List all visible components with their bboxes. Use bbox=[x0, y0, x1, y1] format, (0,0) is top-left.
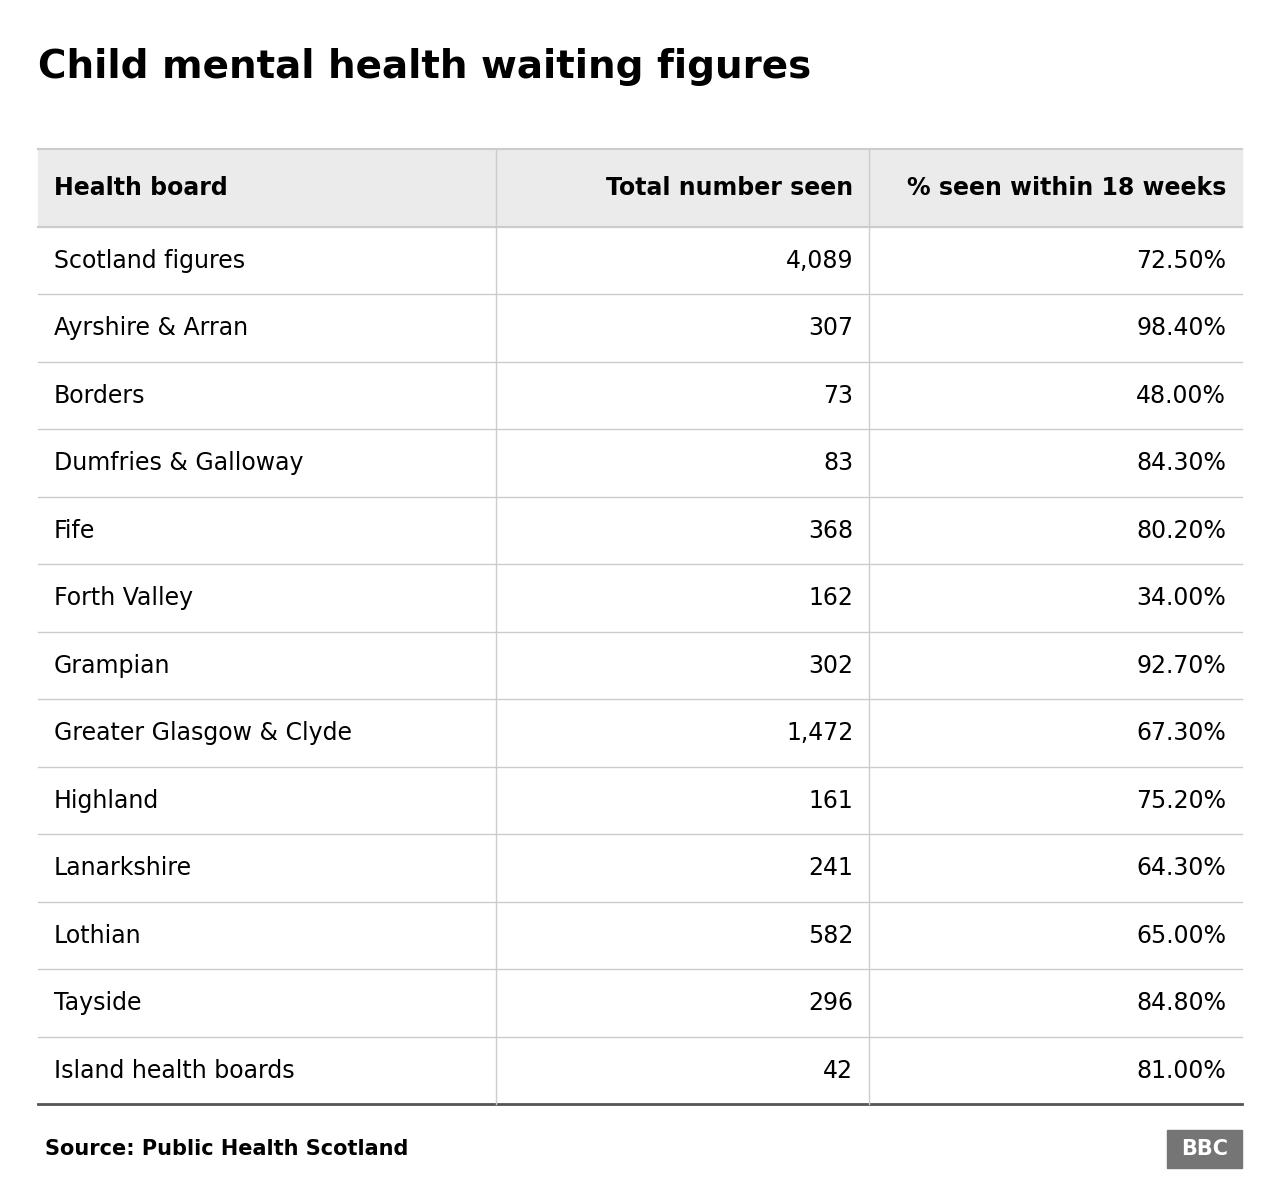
Text: Ayrshire & Arran: Ayrshire & Arran bbox=[54, 316, 248, 340]
Text: Fife: Fife bbox=[54, 518, 95, 542]
Text: Child mental health waiting figures: Child mental health waiting figures bbox=[38, 48, 812, 86]
Text: 368: 368 bbox=[808, 518, 854, 542]
Text: Highland: Highland bbox=[54, 789, 159, 813]
Text: 161: 161 bbox=[809, 789, 854, 813]
Text: 241: 241 bbox=[809, 856, 854, 880]
Text: Borders: Borders bbox=[54, 383, 145, 407]
Text: 80.20%: 80.20% bbox=[1137, 518, 1226, 542]
Text: 75.20%: 75.20% bbox=[1137, 789, 1226, 813]
Text: 84.30%: 84.30% bbox=[1137, 451, 1226, 475]
Text: 307: 307 bbox=[808, 316, 854, 340]
Text: % seen within 18 weeks: % seen within 18 weeks bbox=[906, 176, 1226, 201]
Text: Dumfries & Galloway: Dumfries & Galloway bbox=[54, 451, 303, 475]
Text: 302: 302 bbox=[808, 653, 854, 678]
Text: 83: 83 bbox=[823, 451, 854, 475]
Text: 92.70%: 92.70% bbox=[1137, 653, 1226, 678]
Text: 64.30%: 64.30% bbox=[1137, 856, 1226, 880]
Text: 72.50%: 72.50% bbox=[1137, 248, 1226, 272]
Text: 582: 582 bbox=[808, 924, 854, 948]
Text: Lanarkshire: Lanarkshire bbox=[54, 856, 192, 880]
Text: Total number seen: Total number seen bbox=[607, 176, 854, 201]
Text: 98.40%: 98.40% bbox=[1137, 316, 1226, 340]
Text: 48.00%: 48.00% bbox=[1137, 383, 1226, 407]
Text: 4,089: 4,089 bbox=[786, 248, 854, 272]
Text: 1,472: 1,472 bbox=[786, 721, 854, 745]
Text: 65.00%: 65.00% bbox=[1137, 924, 1226, 948]
Text: 42: 42 bbox=[823, 1059, 854, 1083]
Text: Forth Valley: Forth Valley bbox=[54, 586, 193, 610]
Text: 73: 73 bbox=[823, 383, 854, 407]
Text: Source: Public Health Scotland: Source: Public Health Scotland bbox=[45, 1139, 408, 1158]
Text: Tayside: Tayside bbox=[54, 991, 141, 1015]
Text: 162: 162 bbox=[809, 586, 854, 610]
Text: Lothian: Lothian bbox=[54, 924, 141, 948]
Text: Greater Glasgow & Clyde: Greater Glasgow & Clyde bbox=[54, 721, 352, 745]
Text: Health board: Health board bbox=[54, 176, 228, 201]
Text: 84.80%: 84.80% bbox=[1137, 991, 1226, 1015]
Text: Scotland figures: Scotland figures bbox=[54, 248, 244, 272]
Text: 81.00%: 81.00% bbox=[1137, 1059, 1226, 1083]
Text: 67.30%: 67.30% bbox=[1137, 721, 1226, 745]
Text: Island health boards: Island health boards bbox=[54, 1059, 294, 1083]
Text: 34.00%: 34.00% bbox=[1137, 586, 1226, 610]
Text: Grampian: Grampian bbox=[54, 653, 170, 678]
Text: 296: 296 bbox=[808, 991, 854, 1015]
Text: BBC: BBC bbox=[1181, 1139, 1228, 1158]
